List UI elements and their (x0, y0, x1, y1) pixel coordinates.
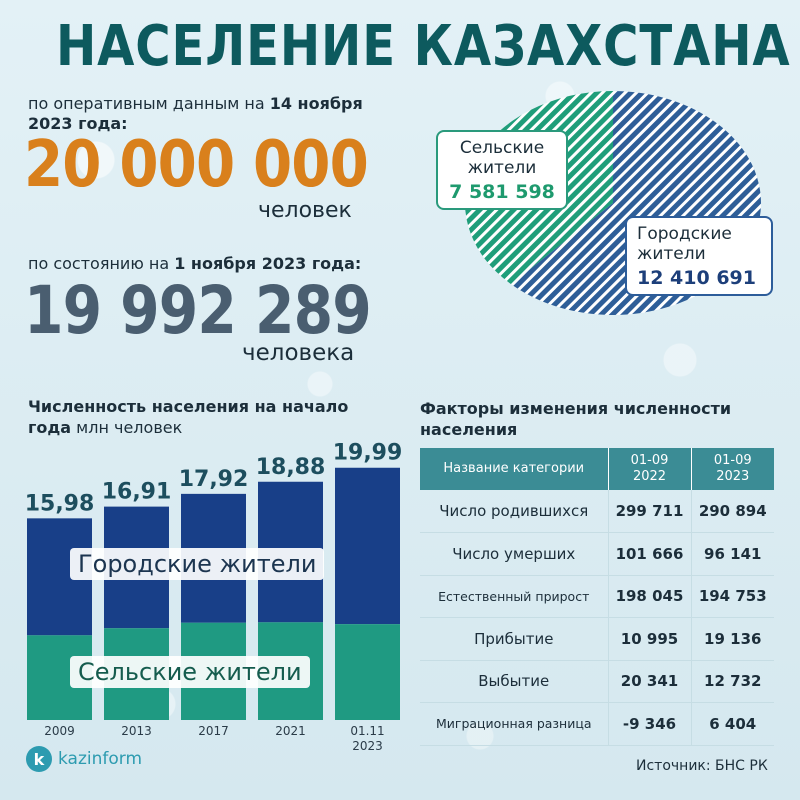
x-tick-label: 2017 (198, 724, 229, 738)
rural-callout-label-2: жители (467, 158, 537, 178)
bar-total-label: 17,92 (179, 467, 249, 492)
rural-callout: Сельские жители 7 581 598 (436, 130, 568, 210)
bar-rural-4 (335, 624, 400, 720)
table-row: Число родившихся 299 711 290 894 (420, 490, 774, 533)
state-caption-text: по состоянию на (28, 254, 175, 273)
operative-caption-date: 14 ноября 2023 года: (28, 94, 363, 133)
row-category: Миграционная разница (420, 702, 609, 746)
rural-series-label: Сельские жители (70, 656, 310, 688)
table-title: Факторы изменения численности населения (420, 399, 732, 439)
row-value-2022: 299 711 (608, 490, 692, 533)
operative-population-unit: человек (258, 198, 352, 223)
x-tick-label: 2023 (352, 739, 383, 753)
population-bar-chart: 15,98 2009 16,91 2013 17,92 2017 18,88 2021 19,9… (20, 420, 403, 760)
state-caption: по состоянию на 1 ноября 2023 года: (28, 254, 361, 273)
row-value-2023: 12 732 (691, 660, 774, 703)
bar-chart-title: Численность населения на начало года млн… (28, 396, 388, 438)
source-note: Источник: БНС РК (636, 758, 768, 774)
row-value-2022: 20 341 (608, 660, 692, 703)
row-value-2023: 194 753 (691, 575, 774, 618)
x-tick-label: 2021 (275, 724, 306, 738)
table-row: Выбытие 20 341 12 732 (420, 660, 774, 703)
row-category: Число родившихся (420, 490, 609, 533)
kazinform-logo: k kazinform (26, 746, 142, 772)
operative-population-value: 20 000 000 (24, 128, 369, 202)
state-population-value: 19 992 289 (24, 272, 372, 349)
logo-icon: k (26, 746, 52, 772)
urban-callout-label-2: жители (637, 244, 706, 264)
table-row: Прибытие 10 995 19 136 (420, 617, 774, 661)
factors-table: Название категории 01-09 2022 01-09 2023 Ч… (420, 448, 774, 746)
bar-svg: 15,98 2009 16,91 2013 17,92 2017 18,88 2021 19,9… (25, 441, 403, 753)
rural-callout-value: 7 581 598 (449, 181, 555, 203)
bar-total-label: 19,99 (333, 441, 403, 466)
header-2023: 01-09 2023 (691, 448, 774, 490)
row-category: Число умерших (420, 532, 609, 576)
urban-series-label: Городские жители (70, 548, 325, 580)
row-value-2023: 96 141 (691, 532, 774, 576)
row-value-2022: 101 666 (608, 532, 692, 576)
urban-callout-value: 12 410 691 (637, 267, 756, 289)
row-value-2022: -9 346 (608, 702, 692, 746)
row-value-2023: 19 136 (691, 617, 774, 661)
row-value-2022: 10 995 (608, 617, 692, 661)
bar-urban-4 (335, 467, 400, 625)
x-tick-label: 01.11 (350, 724, 384, 738)
row-category: Прибытие (420, 617, 609, 661)
bar-total-label: 16,91 (102, 480, 172, 505)
logo-text: kazinform (58, 749, 143, 769)
header-category: Название категории (420, 448, 609, 490)
row-value-2023: 6 404 (691, 702, 774, 746)
page-title: НАСЕЛЕНИЕ КАЗАХСТАНА (56, 14, 791, 79)
x-tick-label: 2013 (121, 724, 152, 738)
table-row: Число умерших 101 666 96 141 (420, 532, 774, 576)
row-value-2022: 198 045 (608, 575, 692, 618)
urban-callout-label: Городские (637, 224, 732, 244)
table-row: Естественный прирост 198 045 194 753 (420, 575, 774, 618)
table-row: Миграционная разница -9 346 6 404 (420, 702, 774, 746)
state-caption-date: 1 ноября 2023 года: (174, 254, 362, 273)
state-population-unit: человека (242, 340, 355, 366)
row-value-2023: 290 894 (691, 490, 774, 533)
urban-callout: Городские жители 12 410 691 (625, 216, 773, 296)
bar-total-label: 15,98 (25, 491, 95, 516)
table-header-row: Название категории 01-09 2022 01-09 2023 (420, 448, 774, 490)
header-2022: 01-09 2022 (608, 448, 692, 490)
bar-chart-title-unit: млн человек (71, 418, 183, 437)
rural-callout-label: Сельские (459, 138, 545, 158)
row-category: Выбытие (420, 660, 609, 703)
operative-caption-text: по оперативным данным на (28, 94, 270, 113)
operative-caption: по оперативным данным на 14 ноября 2023 … (28, 94, 398, 134)
bar-chart-title-bold: Численность населения на начало года (28, 397, 349, 437)
x-tick-label: 2009 (44, 724, 75, 738)
bar-total-label: 18,88 (256, 455, 326, 480)
row-category: Естественный прирост (420, 575, 609, 618)
